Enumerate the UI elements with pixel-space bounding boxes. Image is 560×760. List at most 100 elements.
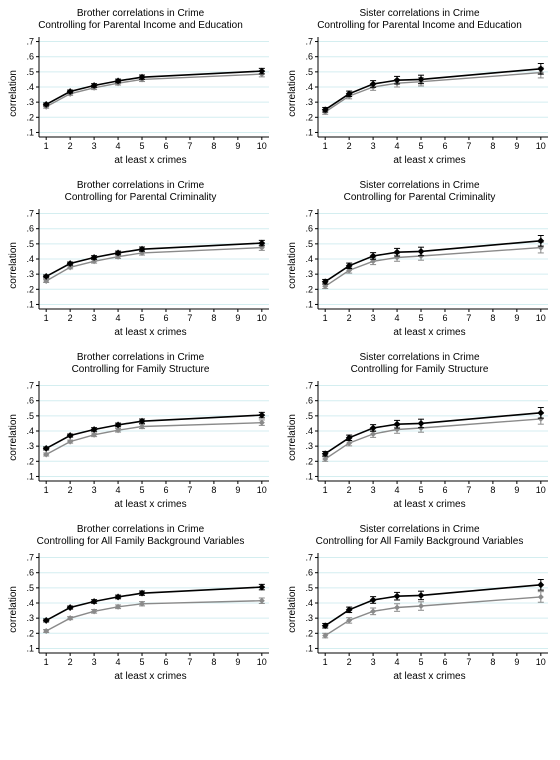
chart-plot: .1.2.3.4.5.6.712345678910 — [19, 549, 273, 669]
svg-text:2: 2 — [347, 657, 352, 667]
svg-text:8: 8 — [490, 313, 495, 323]
svg-text:.3: .3 — [305, 97, 313, 107]
y-axis-label: correlation — [287, 586, 298, 633]
svg-text:1: 1 — [44, 657, 49, 667]
x-axis-label: at least x crimes — [293, 671, 547, 682]
svg-text:1: 1 — [323, 141, 328, 151]
x-axis-label: at least x crimes — [293, 155, 547, 166]
chart-panel: Brother correlations in CrimeControlling… — [6, 352, 275, 510]
svg-text:.7: .7 — [26, 553, 34, 563]
svg-text:.5: .5 — [26, 67, 34, 77]
svg-text:1: 1 — [323, 313, 328, 323]
svg-text:5: 5 — [419, 657, 424, 667]
chart-plot: .1.2.3.4.5.6.712345678910 — [19, 33, 273, 153]
svg-text:8: 8 — [211, 313, 216, 323]
chart-panel: Sister correlations in CrimeControlling … — [285, 524, 554, 682]
x-axis-label: at least x crimes — [14, 327, 268, 338]
svg-text:.4: .4 — [305, 598, 313, 608]
x-axis-label: at least x crimes — [293, 327, 547, 338]
y-axis-label: correlation — [8, 242, 19, 289]
svg-text:.7: .7 — [305, 209, 313, 219]
svg-text:2: 2 — [68, 141, 73, 151]
chart-plot: .1.2.3.4.5.6.712345678910 — [298, 205, 552, 325]
svg-text:9: 9 — [235, 141, 240, 151]
svg-text:3: 3 — [371, 485, 376, 495]
svg-text:.5: .5 — [305, 411, 313, 421]
svg-text:9: 9 — [514, 485, 519, 495]
chart-plot: .1.2.3.4.5.6.712345678910 — [298, 549, 552, 669]
chart-panel: Sister correlations in CrimeControlling … — [285, 180, 554, 338]
svg-text:.6: .6 — [26, 396, 34, 406]
svg-text:.1: .1 — [305, 643, 313, 653]
chart-row: correlation.1.2.3.4.5.6.712345678910 — [287, 549, 552, 669]
svg-text:10: 10 — [257, 141, 267, 151]
chart-plot: .1.2.3.4.5.6.712345678910 — [298, 377, 552, 497]
svg-text:6: 6 — [442, 313, 447, 323]
svg-text:6: 6 — [442, 141, 447, 151]
svg-text:7: 7 — [187, 313, 192, 323]
panel-titles: Sister correlations in CrimeControlling … — [351, 352, 489, 375]
chart-row: correlation.1.2.3.4.5.6.712345678910 — [8, 549, 273, 669]
chart-panel: Brother correlations in CrimeControlling… — [6, 524, 275, 682]
svg-text:.6: .6 — [26, 52, 34, 62]
svg-text:.5: .5 — [26, 411, 34, 421]
svg-text:.1: .1 — [305, 471, 313, 481]
svg-text:8: 8 — [490, 485, 495, 495]
svg-text:8: 8 — [490, 141, 495, 151]
svg-text:8: 8 — [211, 657, 216, 667]
svg-text:.7: .7 — [305, 553, 313, 563]
chart-row: correlation.1.2.3.4.5.6.712345678910 — [287, 33, 552, 153]
svg-text:.1: .1 — [26, 643, 34, 653]
svg-text:.1: .1 — [26, 299, 34, 309]
chart-grid: Brother correlations in Crime Controlling… — [6, 8, 554, 682]
svg-text:.4: .4 — [26, 426, 34, 436]
svg-text:5: 5 — [419, 485, 424, 495]
svg-text:.3: .3 — [26, 97, 34, 107]
chart-row: correlation.1.2.3.4.5.6.712345678910 — [8, 205, 273, 325]
panel-title-1: Sister correlations in Crime — [351, 352, 489, 364]
svg-text:6: 6 — [163, 485, 168, 495]
svg-text:5: 5 — [140, 657, 145, 667]
y-axis-label: correlation — [8, 70, 19, 117]
svg-text:3: 3 — [92, 657, 97, 667]
y-axis-label: correlation — [8, 414, 19, 461]
chart-row: correlation.1.2.3.4.5.6.712345678910 — [8, 377, 273, 497]
svg-text:6: 6 — [442, 657, 447, 667]
panel-titles: Brother correlations in CrimeControlling… — [65, 180, 217, 203]
panel-title-1: Brother correlations in Crime — [65, 180, 217, 192]
svg-text:3: 3 — [92, 485, 97, 495]
svg-text:9: 9 — [514, 141, 519, 151]
panel-title-1: Sister correlations in Crime — [317, 8, 522, 20]
svg-text:10: 10 — [257, 657, 267, 667]
svg-text:.4: .4 — [26, 254, 34, 264]
chart-plot: .1.2.3.4.5.6.712345678910 — [19, 205, 273, 325]
svg-text:.2: .2 — [26, 456, 34, 466]
chart-panel: Brother correlations in CrimeControlling… — [6, 180, 275, 338]
svg-text:1: 1 — [44, 141, 49, 151]
svg-text:5: 5 — [140, 485, 145, 495]
svg-text:.5: .5 — [26, 583, 34, 593]
panel-titles: Sister correlations in CrimeControlling … — [344, 180, 496, 203]
svg-text:3: 3 — [92, 141, 97, 151]
svg-text:.3: .3 — [26, 441, 34, 451]
svg-text:7: 7 — [466, 141, 471, 151]
svg-text:.4: .4 — [305, 426, 313, 436]
svg-text:10: 10 — [257, 313, 267, 323]
svg-text:9: 9 — [514, 657, 519, 667]
svg-text:10: 10 — [257, 485, 267, 495]
svg-text:.6: .6 — [26, 568, 34, 578]
chart-row: correlation.1.2.3.4.5.6.712345678910 — [287, 377, 552, 497]
svg-text:.5: .5 — [305, 239, 313, 249]
panel-titles: Brother correlations in CrimeControlling… — [72, 352, 210, 375]
svg-text:4: 4 — [395, 141, 400, 151]
panel-title-2: Controlling for Family Structure — [351, 364, 489, 376]
svg-text:.7: .7 — [26, 381, 34, 391]
svg-text:.4: .4 — [26, 82, 34, 92]
svg-text:4: 4 — [395, 657, 400, 667]
panel-title-1: Sister correlations in Crime — [316, 524, 524, 536]
svg-text:7: 7 — [187, 485, 192, 495]
svg-text:7: 7 — [466, 313, 471, 323]
svg-text:.6: .6 — [305, 52, 313, 62]
svg-text:8: 8 — [211, 141, 216, 151]
svg-text:4: 4 — [395, 485, 400, 495]
